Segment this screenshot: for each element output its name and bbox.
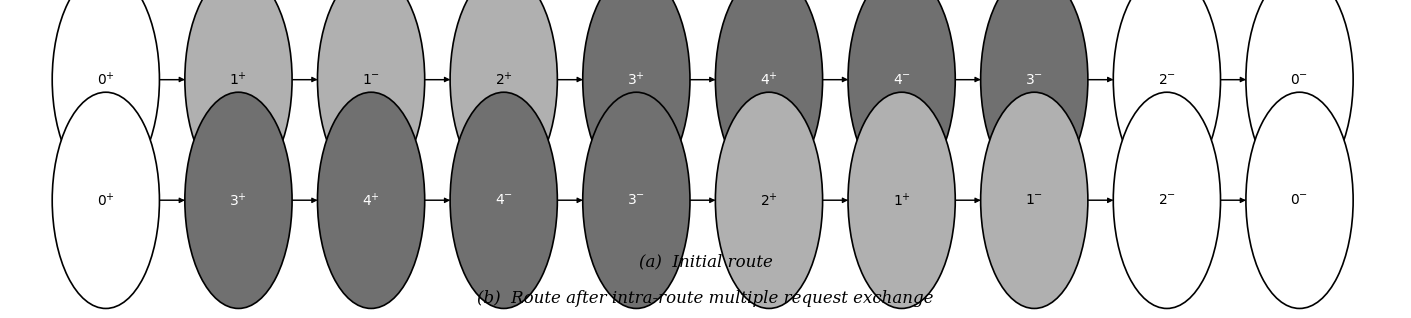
Ellipse shape [583,0,690,188]
Ellipse shape [317,0,425,188]
Text: $1^{+}$: $1^{+}$ [230,71,247,88]
Ellipse shape [450,0,557,188]
Ellipse shape [185,92,292,308]
Ellipse shape [848,0,955,188]
Ellipse shape [52,92,159,308]
Ellipse shape [848,92,955,308]
Ellipse shape [450,92,557,308]
Text: $1^{+}$: $1^{+}$ [893,192,910,209]
Ellipse shape [981,92,1088,308]
Text: $4^{-}$: $4^{-}$ [495,193,512,207]
Ellipse shape [715,0,823,188]
Ellipse shape [715,92,823,308]
Text: $0^{+}$: $0^{+}$ [97,192,114,209]
Text: (b)  Route after intra-route multiple request exchange: (b) Route after intra-route multiple req… [477,290,934,308]
Ellipse shape [1113,0,1221,188]
Ellipse shape [317,92,425,308]
Text: $3^{+}$: $3^{+}$ [230,192,247,209]
Text: $1^{-}$: $1^{-}$ [363,73,380,86]
Ellipse shape [52,0,159,188]
Text: $0^{-}$: $0^{-}$ [1291,193,1308,207]
Text: (a)  Initial route: (a) Initial route [639,254,772,271]
Ellipse shape [1246,92,1353,308]
Text: $2^{-}$: $2^{-}$ [1158,73,1175,86]
Text: $1^{-}$: $1^{-}$ [1026,193,1043,207]
Text: $3^{+}$: $3^{+}$ [628,71,645,88]
Text: $2^{+}$: $2^{+}$ [495,71,512,88]
Text: $2^{-}$: $2^{-}$ [1158,193,1175,207]
Ellipse shape [185,0,292,188]
Text: $3^{-}$: $3^{-}$ [1026,73,1043,86]
Text: $0^{+}$: $0^{+}$ [97,71,114,88]
Text: $3^{-}$: $3^{-}$ [628,193,645,207]
Ellipse shape [1246,0,1353,188]
Text: $4^{+}$: $4^{+}$ [761,71,777,88]
Text: $4^{+}$: $4^{+}$ [363,192,380,209]
Ellipse shape [1113,92,1221,308]
Ellipse shape [981,0,1088,188]
Text: $4^{-}$: $4^{-}$ [893,73,910,86]
Text: $2^{+}$: $2^{+}$ [761,192,777,209]
Text: $0^{-}$: $0^{-}$ [1291,73,1308,86]
Ellipse shape [583,92,690,308]
